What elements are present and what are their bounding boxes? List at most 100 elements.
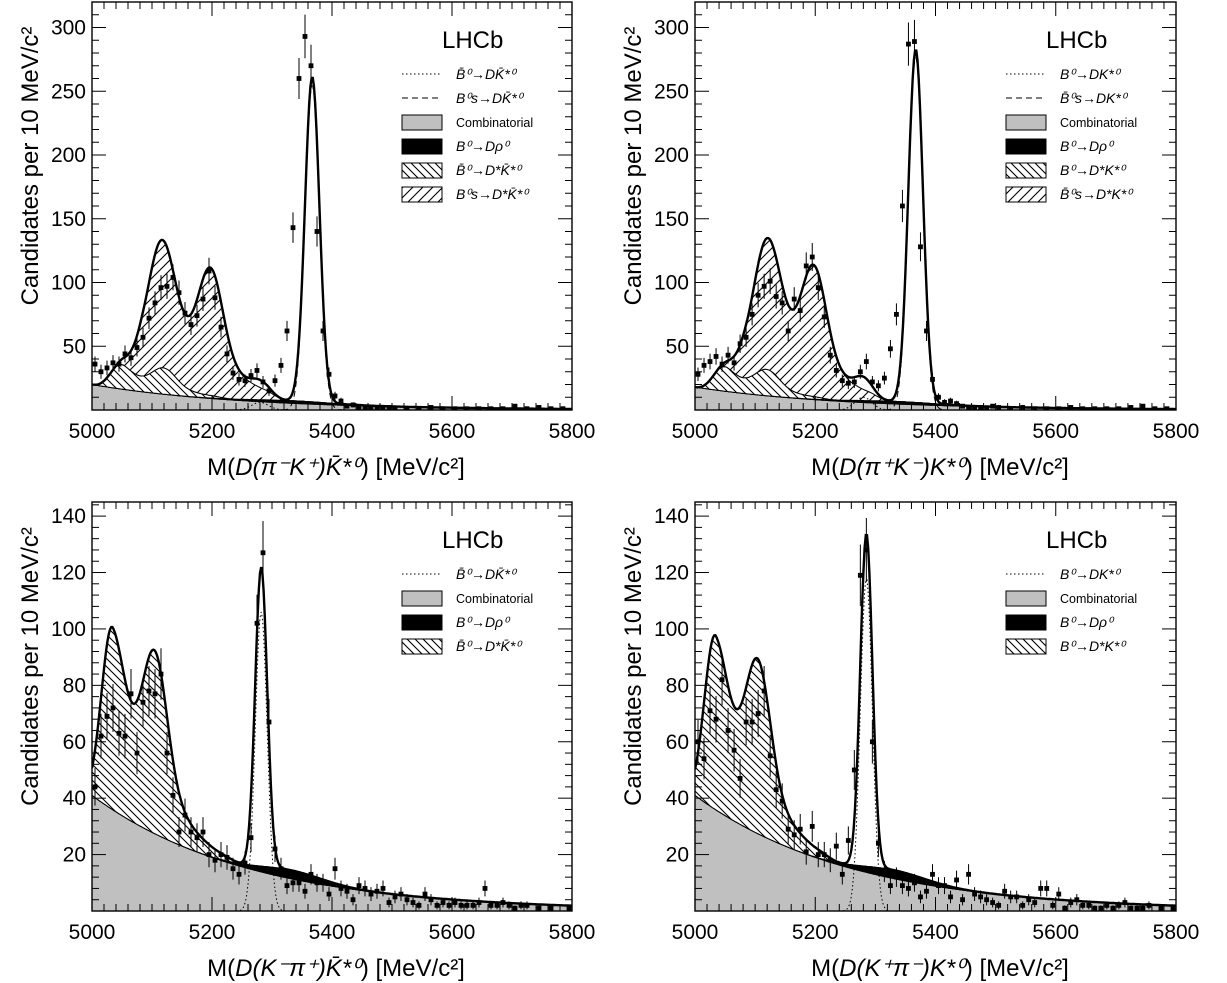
data-point (338, 886, 344, 891)
y-tick-label: 100 (51, 618, 86, 641)
data-point (978, 894, 983, 900)
data-point (290, 225, 296, 231)
data-point (869, 379, 875, 385)
data-point (761, 283, 767, 289)
data-point (1092, 406, 1098, 410)
data-point (344, 888, 350, 894)
legend-swatch-hatch-fwd (401, 186, 443, 203)
data-point (236, 377, 242, 382)
data-point (272, 378, 278, 384)
chart-panel-tr: 5000 5200 5400 5600 5800 50 100 150 200 250 300 M(D… (620, 1, 1199, 481)
data-point (98, 733, 104, 739)
data-point (434, 902, 440, 908)
data-point (881, 375, 887, 381)
data-point (146, 315, 152, 321)
component-hatch-fwd (92, 239, 572, 410)
data-point (326, 371, 332, 377)
data-point (146, 688, 152, 694)
data-point (92, 361, 98, 367)
legend-label: B⁰→Dρ⁰ (1060, 138, 1115, 154)
data-point (1038, 886, 1044, 891)
data-point (356, 883, 362, 889)
legend-swatch-hatch-back (401, 638, 443, 655)
data-point (500, 406, 506, 410)
data-point (236, 871, 242, 877)
y-tick-label: 150 (654, 208, 689, 231)
data-point (404, 897, 410, 903)
data-point (200, 296, 206, 302)
data-point (416, 406, 422, 410)
data-point (470, 902, 476, 908)
x-axis-label: M(D(K⁻π⁺)K̄*⁰) [MeV/c²] (207, 955, 465, 982)
data-point (416, 902, 422, 908)
data-point (1080, 902, 1086, 908)
data-point (755, 292, 761, 298)
data-point (1116, 902, 1122, 908)
data-point (930, 377, 935, 382)
legend-swatch-gray (401, 590, 443, 607)
data-point (701, 756, 707, 762)
legend-label: B̄⁰s→DK*⁰ (1060, 90, 1129, 106)
data-point (845, 838, 851, 843)
data-point (164, 750, 170, 756)
data-point (428, 405, 434, 410)
y-tick-label: 80 (666, 674, 689, 697)
data-point (906, 886, 911, 891)
data-point (936, 883, 941, 889)
data-point (428, 897, 434, 903)
data-point (803, 849, 809, 855)
data-point (731, 360, 737, 366)
data-point (524, 902, 530, 908)
data-point (743, 719, 749, 725)
data-point (821, 852, 827, 857)
data-point (900, 203, 905, 209)
data-point (863, 547, 869, 553)
data-point (476, 900, 482, 905)
y-tick-label: 140 (51, 505, 86, 528)
data-point (881, 869, 887, 874)
data-point (308, 63, 314, 69)
data-point (809, 823, 815, 829)
data-point (779, 300, 785, 306)
data-point (845, 380, 851, 386)
data-point (284, 328, 290, 334)
data-point (212, 857, 218, 863)
data-point (224, 855, 230, 860)
data-point (140, 334, 146, 340)
data-point (960, 897, 965, 903)
data-point (320, 328, 326, 334)
data-point (1044, 886, 1050, 891)
data-point (128, 691, 134, 697)
plot-area (695, 518, 1176, 911)
data-point (906, 41, 911, 47)
x-axis-label: M(D(π⁺K⁻)K*⁰) [MeV/c²] (811, 454, 1069, 481)
y-tick-label: 120 (51, 562, 86, 585)
data-point (978, 405, 983, 410)
data-point (254, 368, 260, 373)
y-tick-label: 120 (654, 562, 689, 585)
plot-area (92, 520, 572, 911)
y-tick-label: 60 (63, 731, 86, 754)
data-point (990, 900, 996, 905)
data-point (200, 829, 206, 835)
data-point (206, 852, 212, 857)
data-point (960, 403, 965, 409)
y-tick-label: 140 (654, 505, 689, 528)
legend-label: B̄⁰→DK̄*⁰ (456, 566, 518, 582)
data-point (888, 346, 893, 352)
data-point (320, 880, 326, 886)
data-point (260, 379, 266, 385)
data-point (218, 324, 224, 330)
data-point (392, 406, 398, 410)
data-point (833, 368, 839, 373)
y-tick-label: 200 (51, 144, 86, 167)
data-point (1050, 902, 1056, 908)
data-point (398, 891, 404, 897)
legend-item: B⁰s→DK̄*⁰ (402, 90, 525, 106)
data-point (707, 359, 713, 364)
data-point (1026, 897, 1032, 903)
data-point (894, 311, 899, 317)
x-tick-label: 5000 (69, 921, 116, 944)
data-point (1098, 905, 1104, 911)
